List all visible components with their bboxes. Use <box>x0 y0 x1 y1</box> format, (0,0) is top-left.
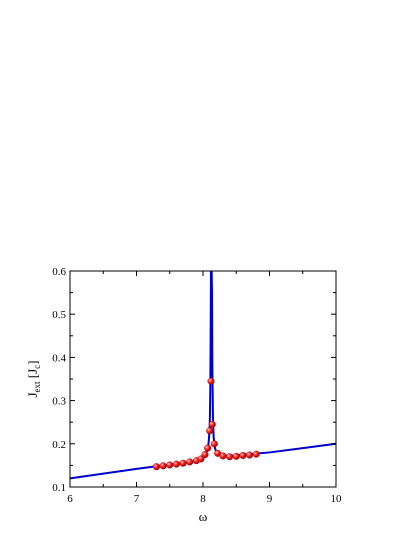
y-tick-label: 0.1 <box>52 482 66 494</box>
y-axis-label: Jext [Jc] <box>25 360 42 397</box>
y-tick-label: 0.3 <box>52 396 66 408</box>
y-tick-label: 0.2 <box>52 439 66 451</box>
data-point <box>232 452 240 460</box>
data-point <box>208 420 216 428</box>
data-point <box>197 455 205 463</box>
svg-text:Jext [Jc]: Jext [Jc] <box>25 360 42 397</box>
data-point <box>210 440 218 448</box>
data-point <box>179 459 187 467</box>
data-point <box>172 460 180 468</box>
x-tick-label: 6 <box>67 493 73 505</box>
y-tick-label: 0.6 <box>52 266 66 278</box>
data-point <box>159 462 167 470</box>
data-point <box>226 453 234 461</box>
y-label-sub: ext <box>32 381 42 392</box>
data-point <box>201 451 209 459</box>
x-tick-label: 8 <box>200 493 206 505</box>
ticks-layer: 6 7 8 9 10 0.1 0.2 0.3 0.4 0.5 0.6 <box>52 266 342 505</box>
y-label-bracket-main: J <box>25 369 40 374</box>
data-point <box>207 377 215 385</box>
y-tick-label: 0.4 <box>52 352 66 364</box>
x-axis-label: ω <box>199 509 208 524</box>
y-tick-label: 0.5 <box>52 309 66 321</box>
data-point <box>239 451 247 459</box>
y-label-main: J <box>25 392 40 397</box>
y-label-bracket-sub: c <box>32 365 42 369</box>
x-tick-label: 7 <box>134 493 140 505</box>
data-point <box>152 463 160 471</box>
data-point <box>246 451 254 459</box>
data-point <box>219 452 227 460</box>
data-point <box>252 450 260 458</box>
data-point <box>206 427 214 435</box>
x-tick-label: 10 <box>331 493 343 505</box>
data-point <box>204 444 212 452</box>
series-line <box>70 271 336 480</box>
x-tick-label: 9 <box>267 493 273 505</box>
series-layer <box>70 271 336 480</box>
data-point <box>186 458 194 466</box>
data-point <box>166 461 174 469</box>
